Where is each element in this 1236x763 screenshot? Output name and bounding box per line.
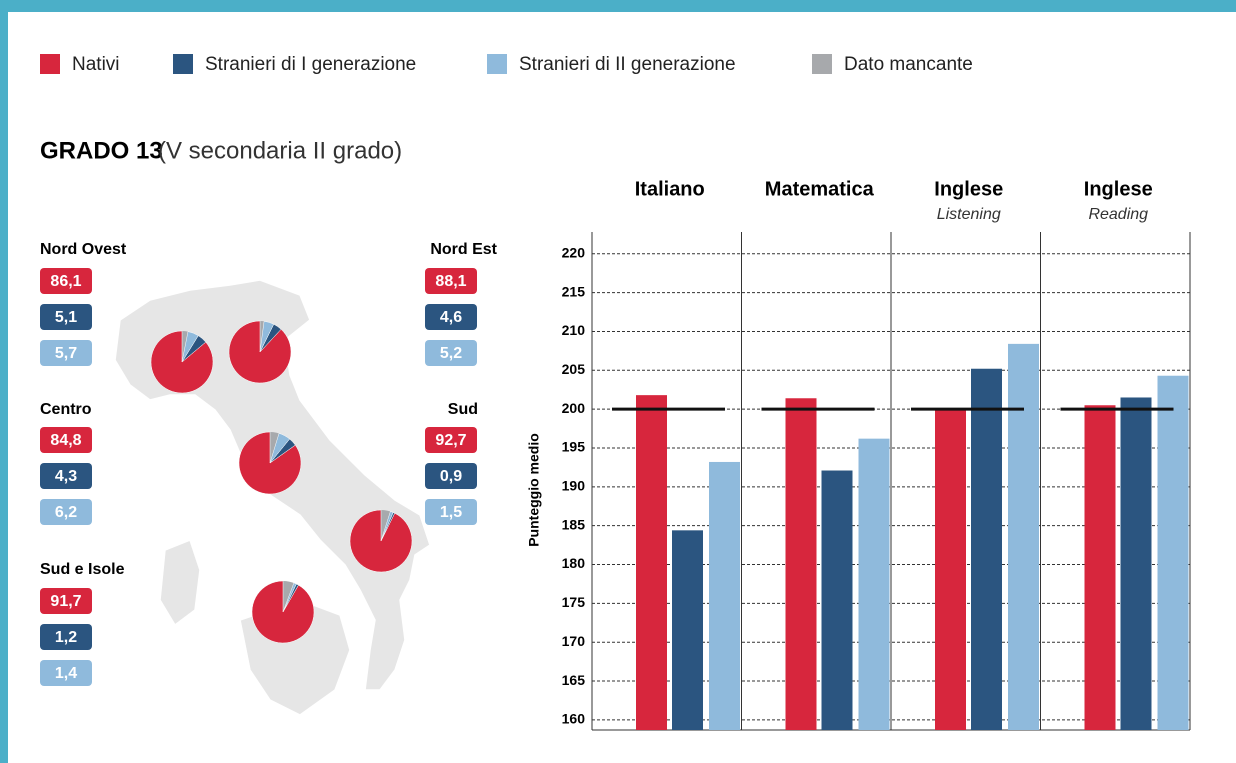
y-tick-label: 165: [562, 672, 586, 688]
legend-swatch: [487, 54, 507, 74]
value-label: 5,1: [55, 309, 77, 326]
y-tick-label: 190: [562, 478, 586, 494]
y-tick-label: 215: [562, 283, 586, 299]
pie-slice: [181, 331, 199, 363]
value-label: 4,6: [440, 309, 462, 326]
subtitle: (V secondaria II grado): [158, 137, 402, 164]
title: GRADO 13: [40, 137, 163, 164]
page: GRADO 13 (V secondaria II grado) Nativi S…: [8, 12, 1236, 763]
value-box: [425, 304, 477, 330]
value-box: [425, 268, 477, 294]
legend-label: Stranieri di I generazione: [205, 54, 416, 75]
bar: [709, 461, 740, 730]
value-box: [425, 427, 477, 453]
y-tick-label: 205: [562, 361, 586, 377]
value-label: 5,7: [55, 345, 77, 362]
bar: [1157, 375, 1189, 730]
value-label: 6,2: [55, 504, 77, 521]
y-tick-label: 170: [562, 633, 586, 649]
value-box: [40, 304, 92, 330]
pie-slice: [269, 433, 290, 464]
category-subtitle: Listening: [937, 206, 1001, 223]
bar: [1120, 397, 1152, 730]
value-box: [40, 660, 92, 686]
legend-swatch: [812, 54, 832, 74]
y-tick-label: 220: [562, 244, 586, 260]
region-name: Sud e Isole: [40, 561, 125, 578]
bar: [971, 368, 1002, 730]
bar: [1008, 343, 1039, 730]
category-label: Matematica: [765, 178, 875, 200]
value-box: [40, 588, 92, 614]
value-box: [425, 340, 477, 366]
bar: [821, 470, 853, 730]
bar: [1084, 405, 1116, 730]
pie-slice: [259, 320, 275, 353]
y-tick-label: 185: [562, 516, 586, 532]
legend-label: Nativi: [72, 54, 120, 75]
value-box: [40, 624, 92, 650]
value-box: [425, 499, 477, 525]
legend-swatch: [40, 54, 60, 74]
category-subtitle: Reading: [1088, 206, 1148, 223]
value-label: 88,1: [435, 273, 466, 290]
bar: [858, 438, 890, 730]
value-label: 86,1: [50, 273, 81, 290]
value-box: [40, 499, 92, 525]
value-label: 92,7: [435, 432, 466, 449]
region-name: Nord Est: [430, 241, 497, 258]
legend-label: Dato mancante: [844, 54, 973, 75]
region-name: Centro: [40, 401, 92, 418]
value-box: [40, 427, 92, 453]
bar: [935, 409, 966, 730]
bar: [785, 398, 817, 730]
category-label: Inglese: [1084, 178, 1153, 200]
region-name: Sud: [448, 401, 478, 418]
value-box: [425, 463, 477, 489]
y-tick-label: 180: [562, 555, 586, 571]
value-box: [40, 340, 92, 366]
value-label: 91,7: [50, 593, 81, 610]
value-label: 0,9: [440, 468, 462, 485]
category-label: Italiano: [635, 178, 705, 200]
value-label: 1,5: [440, 504, 462, 521]
y-tick-label: 160: [562, 711, 586, 727]
pie-slice: [150, 330, 214, 394]
category-label: Inglese: [934, 178, 1003, 200]
y-tick-label: 200: [562, 400, 586, 416]
value-label: 84,8: [50, 432, 81, 449]
bar: [636, 395, 667, 730]
chart: GRADO 13 (V secondaria II grado) Nativi S…: [40, 54, 1191, 731]
y-tick-label: 210: [562, 322, 586, 338]
legend-swatch: [173, 54, 193, 74]
legend-label: Stranieri di II generazione: [519, 54, 736, 75]
value-label: 1,4: [55, 665, 77, 682]
region-name: Nord Ovest: [40, 241, 127, 258]
value-label: 4,3: [55, 468, 77, 485]
y-tick-label: 195: [562, 439, 586, 455]
value-label: 1,2: [55, 629, 77, 646]
pie-slice: [282, 582, 297, 613]
y-axis-label: Punteggio medio: [526, 433, 542, 547]
value-label: 5,2: [440, 345, 462, 362]
value-box: [40, 463, 92, 489]
bar: [672, 530, 703, 730]
y-tick-label: 175: [562, 594, 586, 610]
value-box: [40, 268, 92, 294]
pie-slice: [380, 511, 394, 542]
